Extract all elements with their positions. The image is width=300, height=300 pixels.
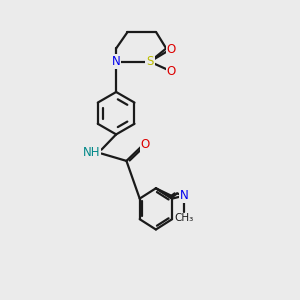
Text: N: N — [180, 189, 189, 202]
Text: S: S — [146, 55, 154, 68]
Text: O: O — [167, 43, 176, 56]
Text: O: O — [167, 64, 176, 78]
Text: NH: NH — [82, 146, 100, 159]
Text: O: O — [141, 138, 150, 151]
Text: CH₃: CH₃ — [175, 213, 194, 223]
Text: N: N — [112, 55, 121, 68]
